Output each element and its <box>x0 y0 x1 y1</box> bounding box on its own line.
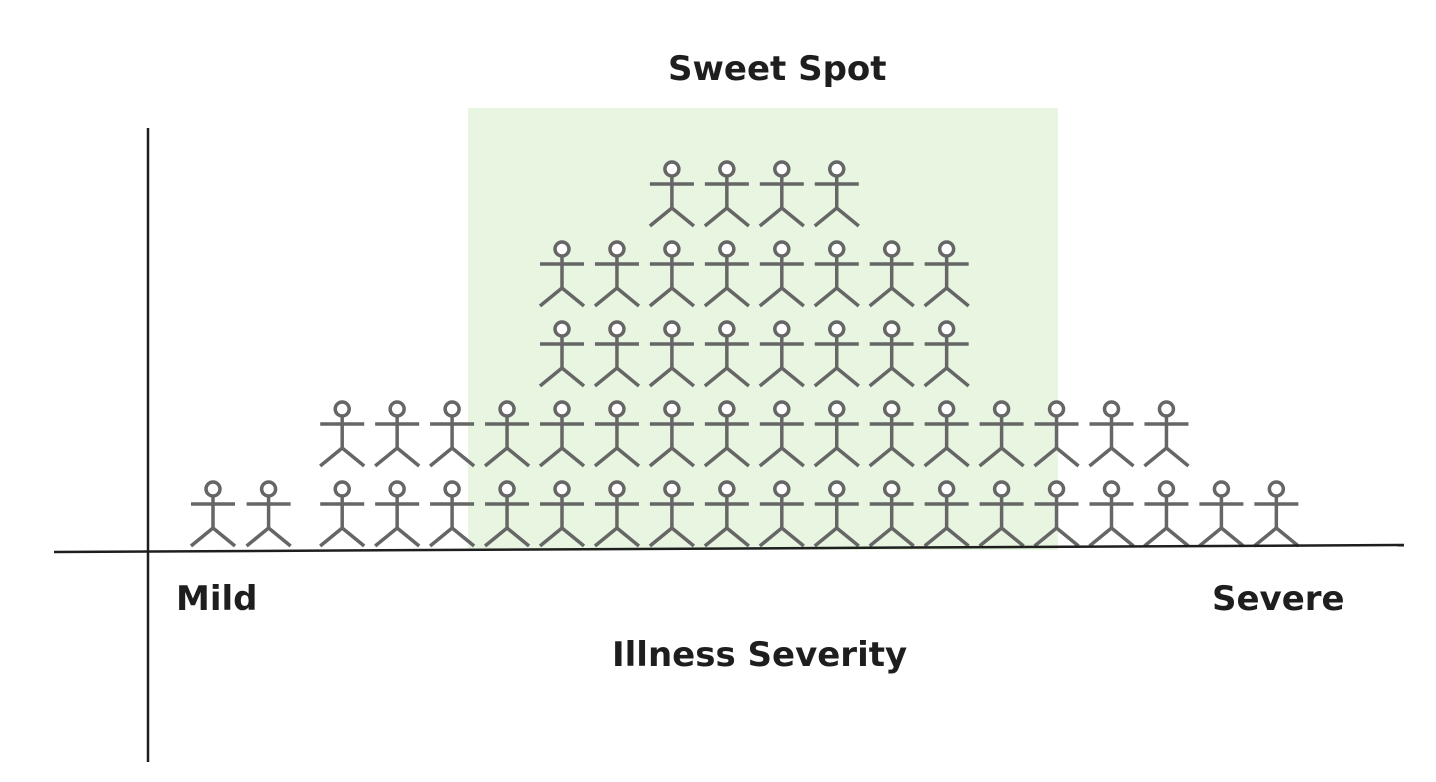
stick-person-icon <box>1088 480 1135 548</box>
stick-person-icon <box>319 480 366 548</box>
stick-person-icon <box>923 320 970 388</box>
stick-person-icon <box>593 480 641 548</box>
stick-person-icon <box>758 320 805 388</box>
x-axis-title: Illness Severity <box>612 635 908 675</box>
stick-person-icon <box>538 480 586 548</box>
stick-person-icon <box>868 320 915 388</box>
stick-person-icon <box>189 480 237 548</box>
stick-person-icon <box>1198 480 1245 548</box>
stick-person-icon <box>978 480 1025 548</box>
stick-person-icon <box>648 400 696 468</box>
stick-person-icon <box>1088 400 1135 468</box>
mild-label: Mild <box>176 579 258 619</box>
stick-person-icon <box>593 320 641 388</box>
stick-person-icon <box>1253 480 1300 548</box>
stick-person-icon <box>758 240 805 308</box>
stick-person-icon <box>868 480 915 548</box>
stick-person-icon <box>648 240 696 308</box>
stick-person-icon <box>703 480 750 548</box>
stick-person-icon <box>648 320 696 388</box>
stick-person-icon <box>593 240 641 308</box>
stick-person-icon <box>703 400 750 468</box>
stick-person-icon <box>428 400 476 468</box>
stick-person-icon <box>538 320 586 388</box>
stick-person-icon <box>538 240 586 308</box>
stick-person-icon <box>813 320 860 388</box>
stick-person-icon <box>868 400 915 468</box>
stick-person-icon <box>703 160 750 228</box>
x-axis-line <box>53 543 1405 554</box>
stick-person-icon <box>813 400 860 468</box>
stick-person-icon <box>538 400 586 468</box>
stick-person-icon <box>978 400 1025 468</box>
stick-person-icon <box>923 240 970 308</box>
stick-person-icon <box>428 480 476 548</box>
stick-person-icon <box>703 240 750 308</box>
stick-person-icon <box>648 480 696 548</box>
stick-person-icon <box>813 480 860 548</box>
stick-person-icon <box>319 400 366 468</box>
stick-person-icon <box>758 160 805 228</box>
stick-person-icon <box>758 480 805 548</box>
stick-person-icon <box>593 400 641 468</box>
stick-person-icon <box>923 400 970 468</box>
sweet-spot-label: Sweet Spot <box>668 49 887 89</box>
stick-person-icon <box>923 480 970 548</box>
stick-person-icon <box>1143 400 1190 468</box>
stick-person-icon <box>245 480 292 548</box>
stick-person-icon <box>758 400 805 468</box>
stick-person-icon <box>703 320 750 388</box>
stick-person-icon <box>374 480 421 548</box>
severe-label: Severe <box>1212 579 1345 619</box>
stick-person-icon <box>1033 400 1080 468</box>
stick-person-icon <box>374 400 421 468</box>
stick-person-icon <box>1033 480 1080 548</box>
stick-person-icon <box>813 160 860 228</box>
figures-layer <box>189 160 1300 548</box>
stick-person-icon <box>1143 480 1190 548</box>
stick-person-icon <box>648 160 696 228</box>
stick-person-icon <box>483 480 531 548</box>
stick-person-icon <box>483 400 531 468</box>
stick-person-icon <box>868 240 915 308</box>
stick-person-icon <box>813 240 860 308</box>
